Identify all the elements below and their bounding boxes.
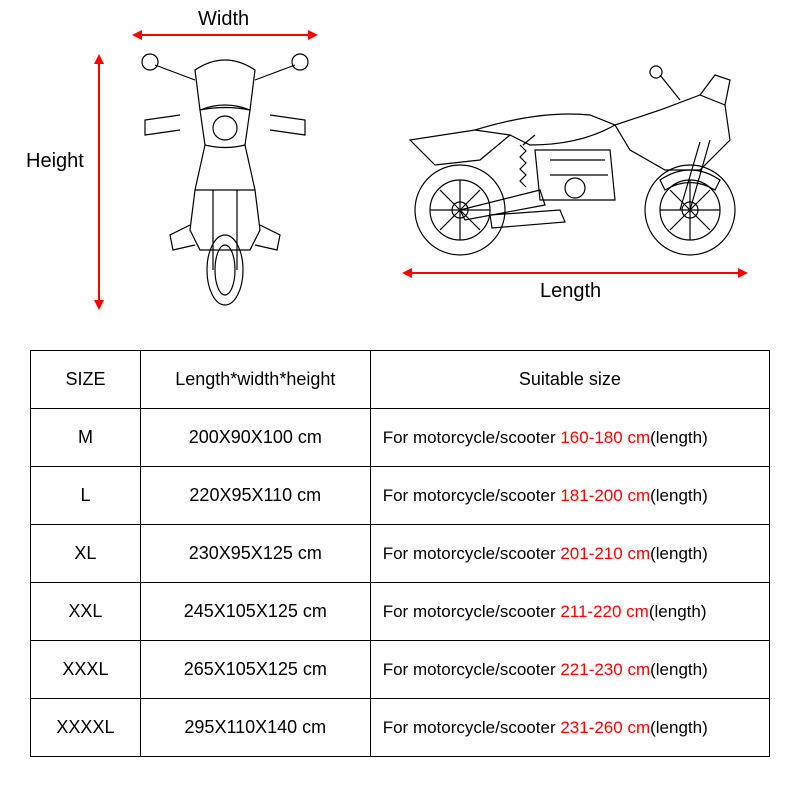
suitable-range: 181-200 cm [556,486,651,505]
cell-dimensions: 265X105X125 cm [140,641,370,699]
height-arrow-head-up [94,54,104,64]
length-arrow-head-right [738,268,748,278]
suitable-range: 221-230 cm [556,660,651,679]
header-dimensions: Length*width*height [140,351,370,409]
size-table: SIZE Length*width*height Suitable size M… [30,350,770,757]
table-row: M200X90X100 cmFor motorcycle/scooter 160… [31,409,770,467]
cell-suitable: For motorcycle/scooter 211-220 cm(length… [370,583,769,641]
cell-dimensions: 245X105X125 cm [140,583,370,641]
table-row: XXXXL295X110X140 cmFor motorcycle/scoote… [31,699,770,757]
motorcycle-side-icon [380,50,780,260]
suitable-prefix: For motorcycle/scooter [383,428,556,447]
table-body: M200X90X100 cmFor motorcycle/scooter 160… [31,409,770,757]
cell-suitable: For motorcycle/scooter 221-230 cm(length… [370,641,769,699]
suitable-suffix: (length) [650,660,708,679]
cell-size: M [31,409,141,467]
width-arrow-head-right [308,30,318,40]
suitable-suffix: (length) [650,718,708,737]
cell-dimensions: 220X95X110 cm [140,467,370,525]
suitable-prefix: For motorcycle/scooter [383,602,556,621]
motorcycle-front-view: Width Height [40,10,380,330]
suitable-suffix: (length) [650,428,708,447]
suitable-suffix: (length) [650,544,708,563]
header-suitable: Suitable size [370,351,769,409]
cell-size: XXXL [31,641,141,699]
suitable-prefix: For motorcycle/scooter [383,718,556,737]
cell-size: XXXXL [31,699,141,757]
motorcycle-front-icon [125,50,325,310]
table-row: XXL245X105X125 cmFor motorcycle/scooter … [31,583,770,641]
table-row: XL230X95X125 cmFor motorcycle/scooter 20… [31,525,770,583]
cell-suitable: For motorcycle/scooter 201-210 cm(length… [370,525,769,583]
cell-suitable: For motorcycle/scooter 160-180 cm(length… [370,409,769,467]
width-arrow-line [140,34,310,36]
height-arrow-line [98,62,100,302]
cell-dimensions: 200X90X100 cm [140,409,370,467]
width-arrow-head-left [132,30,142,40]
height-label: Height [26,150,84,173]
length-label: Length [540,280,601,303]
motorcycle-side-view: Length [380,50,780,330]
suitable-prefix: For motorcycle/scooter [383,544,556,563]
suitable-range: 201-210 cm [556,544,651,563]
cell-dimensions: 230X95X125 cm [140,525,370,583]
table-row: XXXL265X105X125 cmFor motorcycle/scooter… [31,641,770,699]
table-row: L220X95X110 cmFor motorcycle/scooter 181… [31,467,770,525]
cell-size: XL [31,525,141,583]
suitable-prefix: For motorcycle/scooter [383,660,556,679]
cell-size: XXL [31,583,141,641]
cell-dimensions: 295X110X140 cm [140,699,370,757]
suitable-prefix: For motorcycle/scooter [383,486,556,505]
cell-suitable: For motorcycle/scooter 231-260 cm(length… [370,699,769,757]
suitable-range: 211-220 cm [556,602,649,621]
header-size: SIZE [31,351,141,409]
cell-suitable: For motorcycle/scooter 181-200 cm(length… [370,467,769,525]
suitable-range: 231-260 cm [556,718,651,737]
length-arrow-line [410,272,740,274]
height-arrow-head-down [94,300,104,310]
cell-size: L [31,467,141,525]
diagram-area: Width Height [20,10,780,330]
suitable-suffix: (length) [650,486,708,505]
length-arrow-head-left [402,268,412,278]
suitable-suffix: (length) [649,602,707,621]
suitable-range: 160-180 cm [556,428,651,447]
width-label: Width [198,8,249,31]
table-header-row: SIZE Length*width*height Suitable size [31,351,770,409]
